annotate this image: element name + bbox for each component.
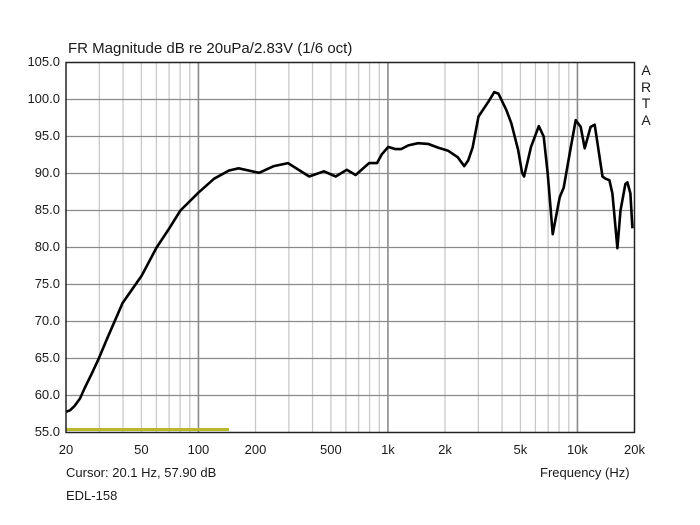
watermark-letter: A	[641, 111, 651, 128]
x-tick-label: 1k	[381, 442, 395, 457]
x-tick-label: 5k	[513, 442, 528, 457]
watermark-letter: A	[641, 62, 651, 78]
y-tick-label: 100.0	[27, 90, 60, 106]
plot-frame	[65, 61, 636, 434]
watermark-letter: R	[640, 78, 652, 95]
cursor-readout: Cursor: 20.1 Hz, 57.90 dB	[66, 465, 217, 480]
y-tick-label: 85.0	[34, 201, 60, 217]
x-tick-label: 20k	[624, 442, 645, 457]
frequency-response-curve	[65, 90, 634, 414]
x-axis-title: Frequency (Hz)	[540, 465, 630, 480]
y-tick-label: 75.0	[34, 275, 60, 291]
x-tick-label: 100	[187, 442, 210, 457]
y-tick-label: 55.0	[34, 423, 60, 439]
y-tick-label: 90.0	[34, 164, 60, 180]
watermark-letter: T	[641, 95, 651, 111]
y-tick-label: 95.0	[34, 127, 60, 143]
x-tick-label: 500	[320, 442, 342, 457]
y-tick-label: 105.0	[27, 53, 60, 69]
x-tick-label: 200	[244, 442, 267, 457]
x-tick-label: 20	[58, 442, 74, 457]
x-tick-label: 2k	[438, 442, 452, 457]
y-tick-label: 70.0	[34, 312, 60, 328]
y-tick-label: 65.0	[34, 349, 60, 365]
y-tick-label: 60.0	[34, 386, 60, 402]
series-label: EDL-158	[66, 488, 118, 503]
y-tick-label: 80.0	[34, 238, 60, 254]
x-tick-label: 10k	[566, 442, 588, 457]
chart-title: FR Magnitude dB re 20uPa/2.83V (1/6 oct)	[68, 40, 353, 57]
x-tick-label: 50	[134, 442, 149, 457]
major-gridlines	[66, 62, 635, 433]
